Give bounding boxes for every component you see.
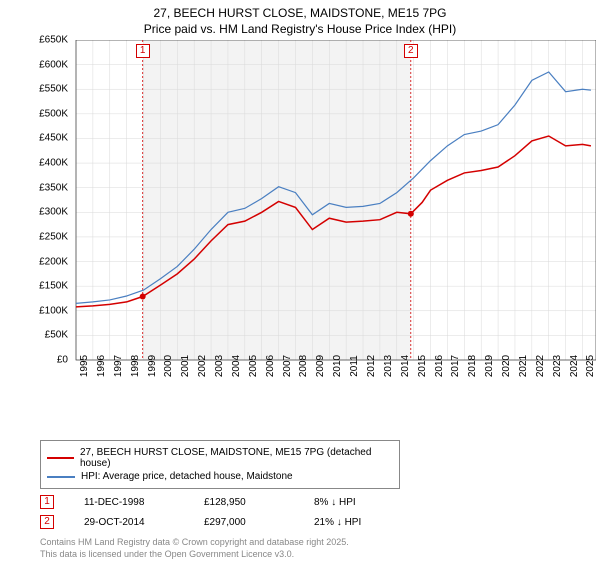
legend-item: 27, BEECH HURST CLOSE, MAIDSTONE, ME15 7…	[47, 447, 393, 469]
x-tick-label: 2018	[467, 355, 478, 377]
legend-label: 27, BEECH HURST CLOSE, MAIDSTONE, ME15 7…	[80, 447, 393, 469]
legend-item: HPI: Average price, detached house, Maid…	[47, 471, 393, 482]
x-tick-label: 2007	[282, 355, 293, 377]
legend-swatch	[47, 457, 74, 459]
y-tick-label: £250K	[34, 231, 68, 242]
sale-row-marker: 1	[40, 495, 54, 509]
chart-title: 27, BEECH HURST CLOSE, MAIDSTONE, ME15 7…	[0, 6, 600, 20]
x-tick-label: 2006	[265, 355, 276, 377]
legend: 27, BEECH HURST CLOSE, MAIDSTONE, ME15 7…	[40, 440, 400, 489]
sale-marker-box: 1	[136, 44, 150, 58]
y-tick-label: £600K	[34, 59, 68, 70]
sale-delta: 21% ↓ HPI	[314, 517, 361, 528]
sale-delta: 8% ↓ HPI	[314, 497, 356, 508]
chart-subtitle: Price paid vs. HM Land Registry's House …	[0, 22, 600, 36]
x-tick-label: 2023	[552, 355, 563, 377]
x-tick-label: 2008	[298, 355, 309, 377]
x-tick-label: 2016	[434, 355, 445, 377]
x-tick-label: 2002	[197, 355, 208, 377]
x-tick-label: 2017	[450, 355, 461, 377]
y-tick-label: £500K	[34, 108, 68, 119]
x-tick-label: 2021	[518, 355, 529, 377]
y-tick-label: £50K	[34, 330, 68, 341]
sale-marker-box: 2	[404, 44, 418, 58]
x-tick-label: 2012	[366, 355, 377, 377]
x-tick-label: 2004	[231, 355, 242, 377]
x-tick-label: 2015	[417, 355, 428, 377]
page: 27, BEECH HURST CLOSE, MAIDSTONE, ME15 7…	[0, 6, 600, 566]
y-tick-label: £150K	[34, 281, 68, 292]
footer-line-1: Contains HM Land Registry data © Crown c…	[40, 537, 600, 549]
sale-price: £297,000	[204, 517, 284, 528]
y-tick-label: £0	[34, 355, 68, 366]
sale-date: 29-OCT-2014	[84, 517, 174, 528]
y-tick-label: £450K	[34, 133, 68, 144]
x-tick-label: 1999	[147, 355, 158, 377]
sale-price: £128,950	[204, 497, 284, 508]
legend-label: HPI: Average price, detached house, Maid…	[81, 471, 293, 482]
footer: Contains HM Land Registry data © Crown c…	[40, 537, 600, 560]
x-tick-label: 2019	[484, 355, 495, 377]
x-tick-label: 2022	[535, 355, 546, 377]
sale-date: 11-DEC-1998	[84, 497, 174, 508]
sale-row: 1 11-DEC-1998 £128,950 8% ↓ HPI	[40, 495, 600, 509]
x-tick-label: 2011	[349, 355, 360, 377]
x-tick-label: 2024	[569, 355, 580, 377]
y-tick-label: £550K	[34, 84, 68, 95]
y-tick-label: £350K	[34, 182, 68, 193]
footer-line-2: This data is licensed under the Open Gov…	[40, 549, 600, 561]
x-tick-label: 2020	[501, 355, 512, 377]
x-tick-label: 1996	[96, 355, 107, 377]
x-tick-label: 2000	[163, 355, 174, 377]
x-tick-label: 2013	[383, 355, 394, 377]
x-tick-label: 2014	[400, 355, 411, 377]
y-tick-label: £200K	[34, 256, 68, 267]
x-tick-label: 2005	[248, 355, 259, 377]
sales-table: 1 11-DEC-1998 £128,950 8% ↓ HPI 2 29-OCT-2014…	[0, 495, 600, 529]
x-tick-label: 1995	[79, 355, 90, 377]
x-tick-label: 2009	[315, 355, 326, 377]
x-tick-label: 2001	[180, 355, 191, 377]
y-tick-label: £400K	[34, 158, 68, 169]
y-tick-label: £100K	[34, 305, 68, 316]
y-tick-label: £650K	[34, 35, 68, 46]
x-tick-label: 2025	[585, 355, 596, 377]
sale-row-marker: 2	[40, 515, 54, 529]
chart-svg	[36, 40, 596, 400]
sale-row: 2 29-OCT-2014 £297,000 21% ↓ HPI	[40, 515, 600, 529]
x-tick-label: 1997	[113, 355, 124, 377]
legend-swatch	[47, 476, 75, 478]
chart-area: £0 £50K £100K £150K £200K £250K £300K £350K £400…	[36, 40, 596, 400]
y-tick-label: £300K	[34, 207, 68, 218]
x-tick-label: 2003	[214, 355, 225, 377]
x-tick-label: 2010	[332, 355, 343, 377]
x-tick-label: 1998	[130, 355, 141, 377]
